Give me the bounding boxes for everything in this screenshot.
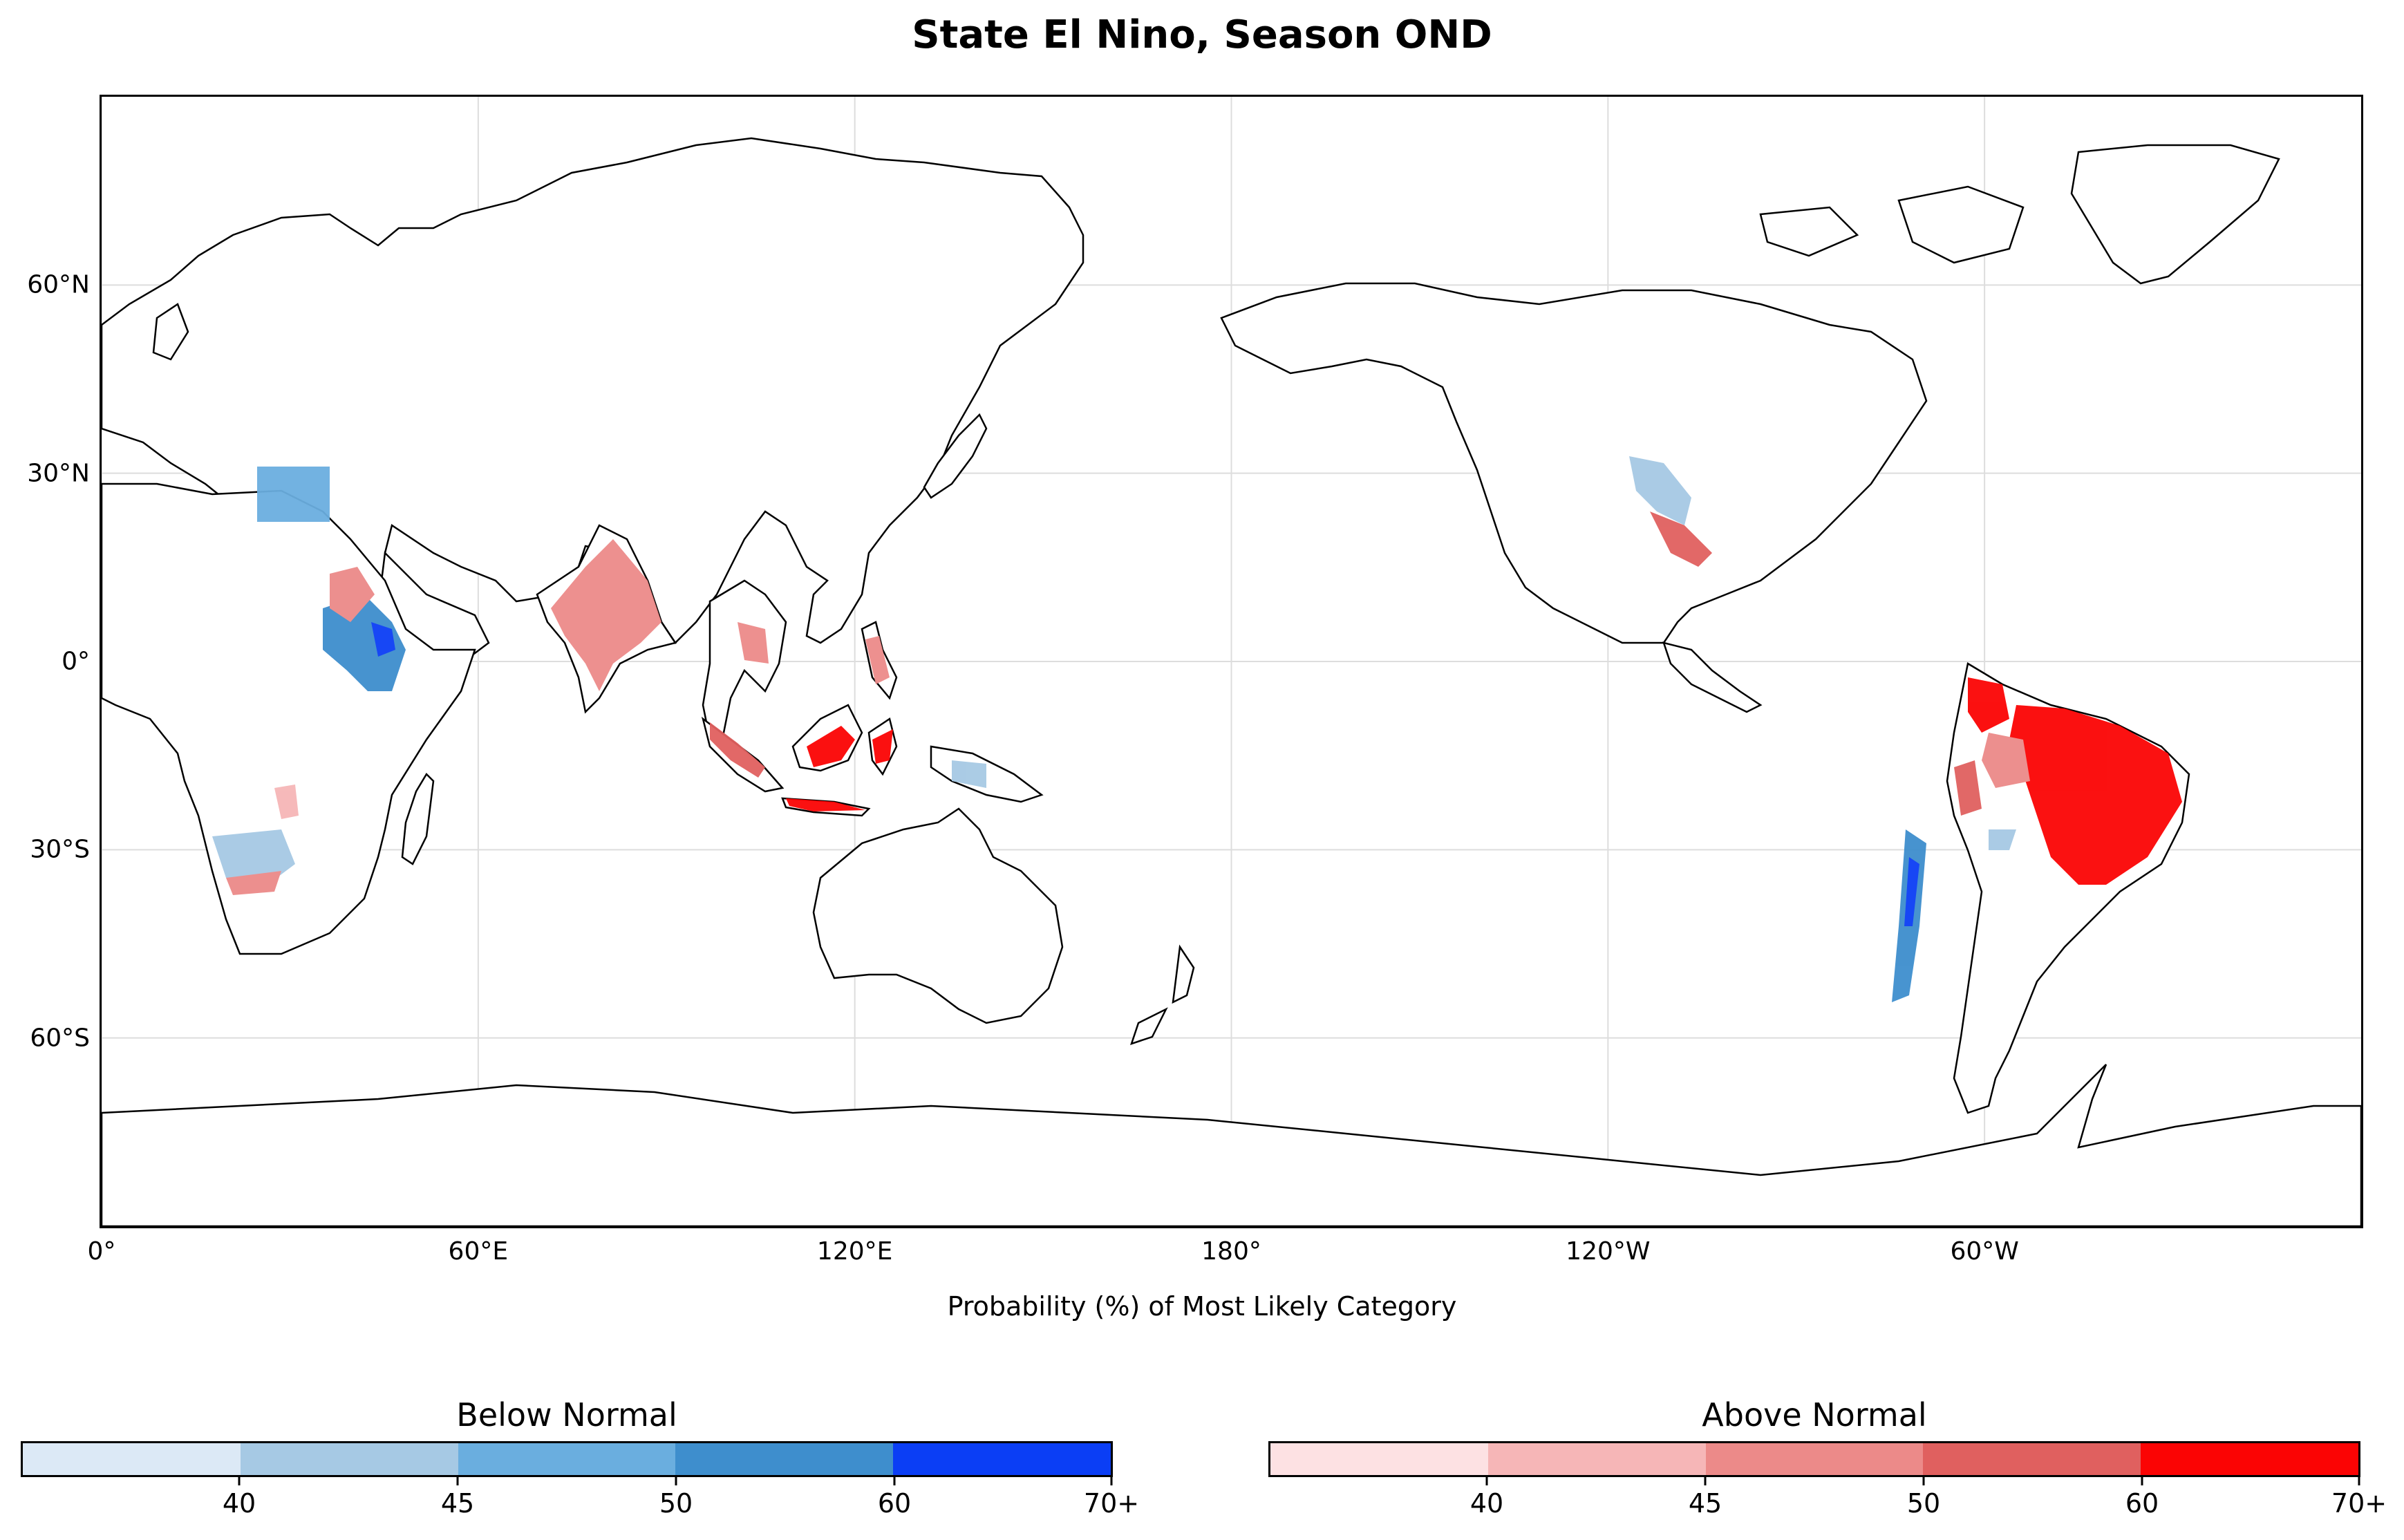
lon-label-5: 60°W bbox=[1950, 1237, 2019, 1266]
below-normal-egypt bbox=[257, 467, 330, 522]
above-normal-java bbox=[786, 798, 865, 811]
below-normal-colorbar bbox=[21, 1441, 1113, 1477]
japan-outline bbox=[923, 413, 988, 499]
greenland-outline bbox=[2070, 144, 2280, 285]
uk-outline bbox=[152, 303, 189, 361]
below-tick-label-2: 50 bbox=[659, 1488, 693, 1519]
above-normal-south-africa bbox=[274, 785, 299, 819]
lat-label-1: 30°N bbox=[27, 459, 90, 488]
lon-label-4: 120°W bbox=[1566, 1237, 1651, 1266]
lon-label-1: 60°E bbox=[448, 1237, 509, 1266]
below-normal-uruguay bbox=[1989, 829, 2016, 850]
above-normal-colorbar bbox=[1268, 1441, 2360, 1477]
lon-label-3: 180° bbox=[1201, 1237, 1261, 1266]
africa-outline bbox=[102, 482, 476, 955]
lat-label-2: 0° bbox=[62, 647, 90, 676]
below-normal-new-guinea bbox=[952, 760, 986, 788]
above-normal-east-africa bbox=[330, 567, 375, 622]
below-tick-label-4: 70+ bbox=[1083, 1488, 1140, 1519]
above-tickmark-3 bbox=[2141, 1477, 2143, 1485]
lon-label-2: 120°E bbox=[816, 1237, 893, 1266]
below-normal-chile-core bbox=[1904, 857, 1919, 926]
below-segment-2 bbox=[458, 1443, 676, 1475]
lat-label-4: 60°S bbox=[30, 1024, 90, 1053]
below-segment-3 bbox=[675, 1443, 894, 1475]
above-segment-3 bbox=[1923, 1443, 2141, 1475]
above-normal-colombia bbox=[1968, 677, 2009, 733]
below-tick-label-1: 45 bbox=[440, 1488, 475, 1519]
above-normal-mexico bbox=[1650, 511, 1712, 567]
above-tick-label-4: 70+ bbox=[2331, 1488, 2387, 1519]
map-panel bbox=[100, 95, 2363, 1228]
central-america-outline bbox=[1662, 641, 1763, 713]
below-tick-label-0: 40 bbox=[222, 1488, 256, 1519]
above-normal-indochina bbox=[738, 622, 769, 664]
new-zealand-outline bbox=[1130, 944, 1195, 1045]
above-segment-2 bbox=[1705, 1443, 1924, 1475]
above-tickmark-0 bbox=[1485, 1477, 1488, 1485]
below-segment-4 bbox=[893, 1443, 1111, 1475]
above-normal-amazon-light bbox=[1982, 733, 2030, 788]
above-tick-label-0: 40 bbox=[1469, 1488, 1504, 1519]
antarctica-outline bbox=[102, 1064, 2361, 1226]
below-normal-south-africa bbox=[212, 829, 295, 885]
below-tick-label-3: 60 bbox=[877, 1488, 912, 1519]
below-segment-0 bbox=[23, 1443, 241, 1475]
above-normal-title: Above Normal bbox=[1702, 1396, 1927, 1434]
above-normal-sumatra bbox=[710, 722, 765, 778]
arctic-islands-outline bbox=[1759, 185, 2025, 264]
above-segment-1 bbox=[1487, 1443, 1706, 1475]
north-america-outline bbox=[1220, 282, 1928, 644]
above-tick-label-1: 45 bbox=[1688, 1488, 1722, 1519]
coastlines bbox=[102, 137, 2361, 1226]
below-normal-title: Below Normal bbox=[456, 1396, 677, 1434]
x-axis-title: Probability (%) of Most Likely Category bbox=[947, 1291, 1457, 1322]
below-segment-1 bbox=[240, 1443, 458, 1475]
below-tickmark-1 bbox=[456, 1477, 459, 1485]
above-normal-india bbox=[551, 539, 661, 691]
lat-label-3: 30°S bbox=[30, 835, 90, 864]
above-normal-sulawesi bbox=[872, 729, 893, 764]
above-normal-peru bbox=[1954, 760, 1982, 816]
below-normal-mexico bbox=[1629, 456, 1691, 525]
australia-outline bbox=[812, 807, 1064, 1024]
below-normal-east-africa-core bbox=[371, 622, 395, 657]
above-tickmark-1 bbox=[1704, 1477, 1707, 1485]
above-normal-philippines bbox=[865, 636, 890, 684]
above-segment-4 bbox=[2141, 1443, 2358, 1475]
below-tickmark-4 bbox=[1110, 1477, 1113, 1485]
below-tickmark-2 bbox=[675, 1477, 677, 1485]
below-normal-east-africa bbox=[323, 594, 406, 691]
above-tickmark-2 bbox=[1922, 1477, 1925, 1485]
above-normal-brazil bbox=[2009, 705, 2182, 885]
below-tickmark-3 bbox=[893, 1477, 896, 1485]
above-tickmark-4 bbox=[2358, 1477, 2360, 1485]
lat-label-0: 60°N bbox=[27, 270, 90, 299]
probability-shading bbox=[212, 456, 2182, 1002]
below-tickmark-0 bbox=[238, 1477, 241, 1485]
above-normal-borneo bbox=[807, 726, 855, 767]
above-tick-label-3: 60 bbox=[2125, 1488, 2159, 1519]
madagascar-outline bbox=[401, 772, 435, 865]
above-normal-south-africa-south bbox=[226, 871, 281, 895]
above-tick-label-2: 50 bbox=[1906, 1488, 1941, 1519]
map-title: State El Nino, Season OND bbox=[912, 12, 1492, 57]
lon-label-0: 0° bbox=[87, 1237, 116, 1266]
above-segment-0 bbox=[1270, 1443, 1488, 1475]
world-map bbox=[102, 97, 2361, 1226]
